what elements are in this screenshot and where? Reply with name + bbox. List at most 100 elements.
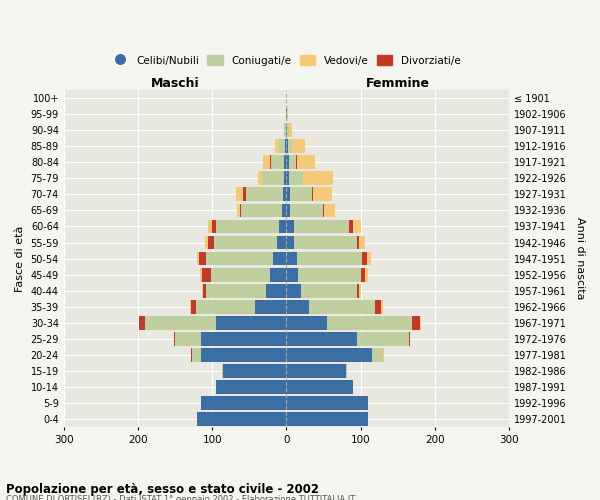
Bar [346,364,347,378]
Bar [197,412,286,426]
Bar [286,107,287,121]
Bar [353,220,361,234]
Bar [192,348,201,362]
Bar [288,140,292,153]
Bar [286,156,289,169]
Bar [349,220,353,234]
Bar [216,220,279,234]
Text: Maschi: Maschi [151,77,199,90]
Y-axis label: Fasce di età: Fasce di età [15,226,25,292]
Bar [371,348,383,362]
Bar [286,348,371,362]
Bar [286,300,308,314]
Bar [294,220,349,234]
Bar [286,396,368,410]
Bar [286,204,290,217]
Bar [139,316,145,330]
Bar [216,380,286,394]
Bar [289,172,304,185]
Bar [245,188,283,201]
Bar [211,268,270,281]
Bar [361,268,365,281]
Bar [190,300,191,314]
Bar [206,252,273,266]
Bar [357,236,359,250]
Bar [382,300,383,314]
Bar [273,252,286,266]
Bar [258,172,262,185]
Bar [277,236,286,250]
Bar [286,380,353,394]
Bar [201,348,286,362]
Bar [286,188,290,201]
Bar [236,188,244,201]
Bar [201,396,286,410]
Bar [359,284,361,298]
Bar [290,188,313,201]
Bar [266,284,286,298]
Bar [286,412,368,426]
Bar [208,236,214,250]
Bar [263,156,270,169]
Bar [244,188,245,201]
Bar [287,123,289,137]
Bar [301,284,357,298]
Bar [270,156,271,169]
Bar [298,268,361,281]
Bar [284,156,286,169]
Bar [357,332,409,346]
Bar [286,220,294,234]
Bar [241,204,282,217]
Bar [282,204,286,217]
Bar [279,140,285,153]
Bar [200,268,202,281]
Bar [284,123,286,137]
Bar [222,364,223,378]
Bar [205,236,208,250]
Bar [409,332,410,346]
Bar [285,140,286,153]
Bar [420,316,421,330]
Bar [216,316,286,330]
Bar [145,316,216,330]
Bar [286,172,289,185]
Bar [294,236,357,250]
Bar [292,140,305,153]
Bar [327,316,412,330]
Bar [297,252,362,266]
Bar [223,364,286,378]
Bar [286,284,301,298]
Bar [297,156,315,169]
Bar [279,220,286,234]
Bar [290,204,323,217]
Bar [412,316,420,330]
Bar [262,172,284,185]
Bar [313,188,332,201]
Bar [199,252,206,266]
Bar [196,300,255,314]
Bar [203,284,206,298]
Legend: Celibi/Nubili, Coniugati/e, Vedovi/e, Divorziati/e: Celibi/Nubili, Coniugati/e, Vedovi/e, Di… [108,51,464,70]
Bar [365,268,368,281]
Bar [296,156,297,169]
Bar [270,268,286,281]
Bar [308,300,376,314]
Bar [323,204,324,217]
Bar [359,236,365,250]
Bar [324,204,335,217]
Bar [283,188,286,201]
Bar [304,172,333,185]
Bar [376,300,382,314]
Bar [284,172,286,185]
Bar [286,236,294,250]
Bar [362,252,367,266]
Bar [286,252,297,266]
Bar [202,268,211,281]
Bar [206,284,266,298]
Bar [197,252,199,266]
Bar [275,140,279,153]
Text: COMUNE DI ORTISEI (BZ) - Dati ISTAT 1° gennaio 2002 - Elaborazione TUTTITALIA.IT: COMUNE DI ORTISEI (BZ) - Dati ISTAT 1° g… [6,495,355,500]
Text: Femmine: Femmine [365,77,430,90]
Bar [286,268,298,281]
Bar [255,300,286,314]
